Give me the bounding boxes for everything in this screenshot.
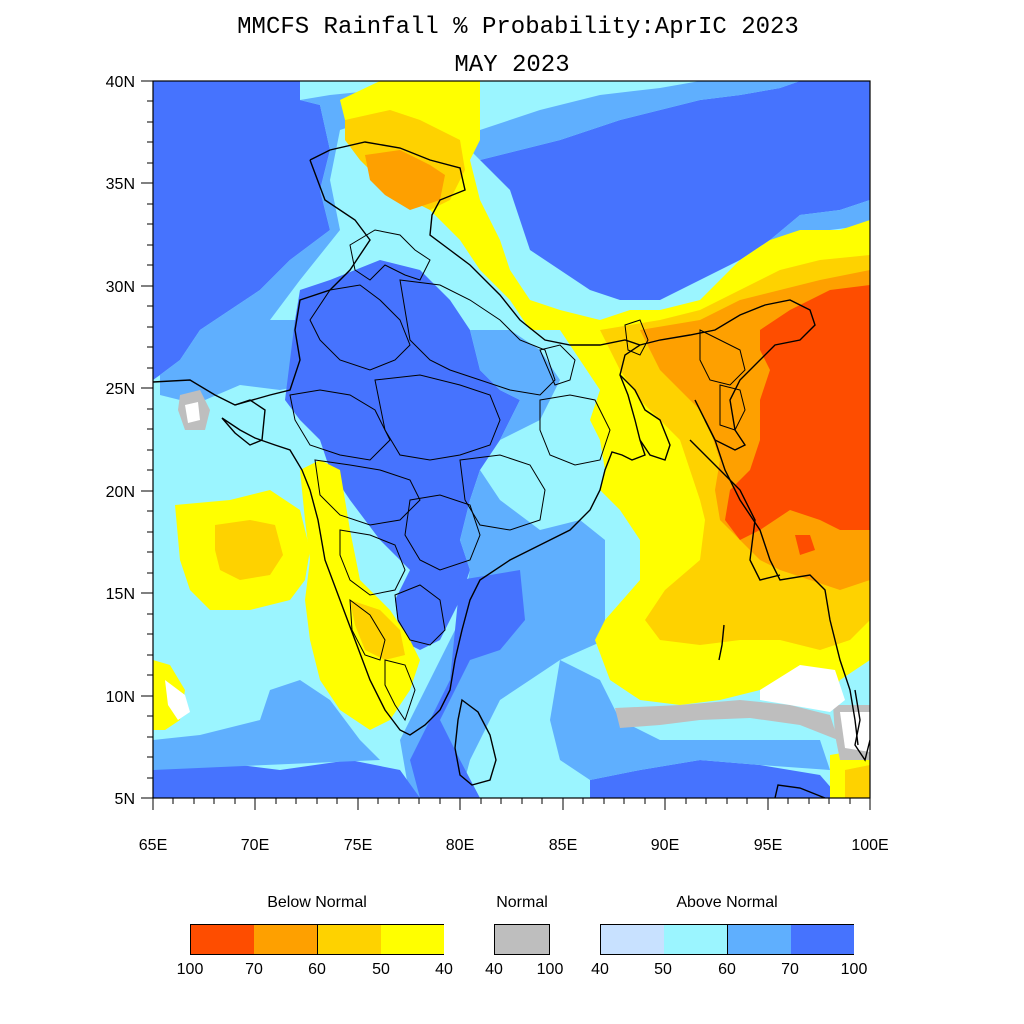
y-tick-label-20n: 20N — [106, 484, 135, 501]
y-tick-label-25n: 25N — [106, 381, 135, 398]
legend-below-title: Below Normal — [267, 894, 367, 911]
legend-normal-tick-100: 100 — [536, 961, 564, 978]
legend-normal-colorbar — [494, 924, 550, 955]
field-white-andaman — [840, 712, 870, 752]
legend-above-cell-50-60 — [664, 925, 728, 954]
x-tick-label-80e: 80E — [446, 837, 474, 854]
legend-below-cell-50-40 — [381, 925, 444, 954]
legend-above-tick-70: 70 — [781, 961, 799, 978]
field-normal-bay — [615, 700, 838, 740]
legend-above-tick-100: 100 — [840, 961, 868, 978]
x-tick-label-70e: 70E — [241, 837, 269, 854]
legend-below-tick-50: 50 — [372, 961, 390, 978]
field-below-50-40-coast — [300, 460, 420, 730]
legend-below-tick-70: 70 — [245, 961, 263, 978]
map-title: MMCFS Rainfall % Probability:AprIC 2023 — [237, 14, 799, 41]
legend-normal-tick-40: 40 — [485, 961, 503, 978]
legend-above-title: Above Normal — [676, 894, 778, 911]
field-below-60-50-arabian — [215, 520, 283, 580]
legend-above-tick-60: 60 — [718, 961, 736, 978]
field-above-70-100-southeast — [410, 570, 525, 798]
legend-above-cell-70-100 — [791, 925, 854, 954]
state-boundaries — [289, 229, 746, 722]
field-below-60-50-coast — [350, 600, 405, 660]
field-below-70-60-north — [365, 150, 445, 210]
thailand-coast — [854, 689, 870, 762]
axis-ticks — [141, 80, 871, 810]
y-tick-label-35n: 35N — [106, 176, 135, 193]
myanmar-coast — [689, 439, 781, 581]
x-tick-label-100e: 100E — [851, 837, 888, 854]
legend-below-tick-100: 100 — [176, 961, 204, 978]
field-white-gujarat — [185, 402, 200, 423]
x-tick-label-75e: 75E — [344, 837, 372, 854]
plot-frame — [152, 80, 871, 799]
field-above-60-70-south-left — [153, 680, 380, 770]
legend-below-tick-40: 40 — [435, 961, 453, 978]
legend-above-cell-60-70 — [728, 925, 792, 954]
bangladesh-border — [619, 374, 671, 461]
legend-below-colorbar — [190, 924, 444, 955]
field-above-70-100-west — [153, 81, 330, 380]
x-tick-label-95e: 95E — [754, 837, 782, 854]
y-tick-label-15n: 15N — [106, 586, 135, 603]
legend-below-cell-100-70 — [191, 925, 255, 954]
legend-below-tick-60: 60 — [308, 961, 326, 978]
x-tick-label-85e: 85E — [549, 837, 577, 854]
field-white-bottomleft — [165, 680, 190, 720]
sri-lanka — [454, 698, 497, 786]
map-subtitle: MAY 2023 — [454, 52, 570, 79]
field-above-60-70-west — [160, 90, 400, 400]
legend-above-tick-40: 40 — [591, 961, 609, 978]
field-below-100-70-east — [725, 285, 870, 540]
northern-border — [309, 141, 641, 346]
x-tick-label-65e: 65E — [139, 837, 167, 854]
field-above-60-70-northeast — [470, 81, 800, 160]
legend-normal-title: Normal — [496, 894, 548, 911]
india-outline — [153, 299, 816, 736]
field-above-70-100-northeast — [480, 81, 870, 300]
south-border — [774, 784, 826, 798]
field-above-70-100-south — [153, 760, 420, 798]
field-above-60-70-south-right — [550, 660, 830, 780]
legend-below-cell-60-50 — [318, 925, 382, 954]
field-below-100-70-east-spot — [795, 535, 815, 555]
legend-above-colorbar — [600, 924, 854, 955]
x-tick-label-90e: 90E — [651, 837, 679, 854]
legend-above-cell-40-50 — [601, 925, 665, 954]
y-tick-label-30n: 30N — [106, 279, 135, 296]
myanmar-border — [704, 419, 859, 746]
field-white-bay — [760, 665, 845, 712]
y-tick-label-5n: 5N — [115, 791, 135, 808]
y-tick-label-40n: 40N — [106, 74, 135, 91]
field-below-60-50-bottomright — [845, 765, 870, 798]
andaman-island — [718, 624, 725, 661]
country-boundaries — [153, 141, 870, 798]
legend-below-cell-70-60 — [254, 925, 318, 954]
y-tick-label-10n: 10N — [106, 689, 135, 706]
legend-above-tick-50: 50 — [654, 961, 672, 978]
